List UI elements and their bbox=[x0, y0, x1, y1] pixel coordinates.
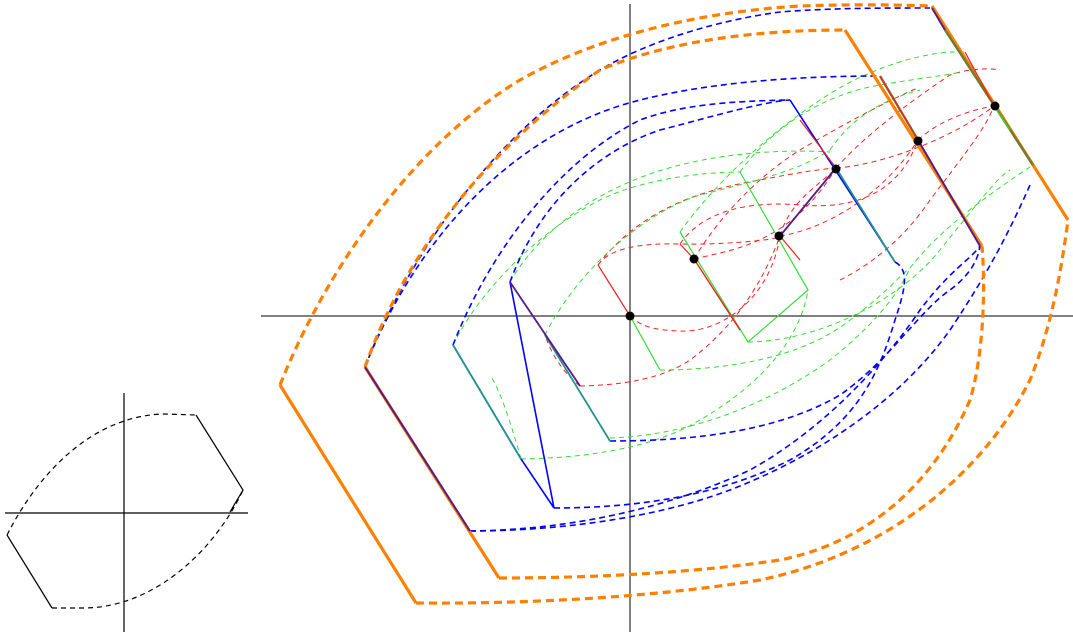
blue-curve-outer-top-2 bbox=[364, 75, 881, 368]
red-curve-4 bbox=[597, 167, 837, 266]
green-right-side bbox=[679, 171, 809, 343]
blue-curve-inner-top-2 bbox=[509, 99, 791, 283]
red-curve-11 bbox=[917, 105, 995, 141]
blue-hexagons bbox=[364, 7, 1031, 532]
teal-left-overlay bbox=[452, 344, 522, 460]
red-curve-1 bbox=[597, 235, 781, 266]
green-curve-8 bbox=[679, 51, 966, 233]
orange-hexagons bbox=[278, 3, 1070, 605]
point-4 bbox=[831, 164, 841, 174]
green-curve-1 bbox=[520, 289, 809, 460]
blue-left-side bbox=[509, 281, 555, 509]
red-mid-side bbox=[779, 235, 801, 261]
inset-hexagon-left-side bbox=[6, 534, 53, 609]
red-curve-8 bbox=[779, 139, 919, 237]
red-diag-3 bbox=[964, 51, 995, 107]
red-curve-7 bbox=[693, 167, 837, 260]
red-curve-6 bbox=[835, 68, 1001, 169]
orange-curve-inner-bottom bbox=[498, 245, 986, 580]
green-curve-11 bbox=[909, 164, 1034, 269]
inset-hexagon-bottom-curve bbox=[52, 489, 244, 609]
blue-curve-outer-top bbox=[364, 7, 931, 368]
point-2 bbox=[689, 254, 699, 264]
green-curve-7 bbox=[747, 169, 1011, 343]
green-left-side bbox=[629, 315, 661, 371]
green-curve-10 bbox=[829, 89, 921, 151]
red-curve-9 bbox=[835, 105, 995, 169]
purple-left-overlay bbox=[364, 366, 471, 532]
green-hexagons bbox=[452, 51, 1034, 460]
green-curve-5 bbox=[659, 267, 911, 371]
green-curve-12 bbox=[489, 374, 522, 460]
inset-hexagon-top-curve bbox=[6, 413, 197, 536]
red-right-side-2 bbox=[799, 119, 837, 169]
main-axes bbox=[261, 4, 1073, 632]
point-3 bbox=[774, 231, 784, 241]
green-curve-6 bbox=[609, 267, 911, 439]
red-curve-2 bbox=[629, 235, 781, 332]
point-origin bbox=[625, 311, 635, 321]
green-curve-4 bbox=[544, 149, 831, 336]
blue-curve-outer-bottom bbox=[469, 184, 1031, 532]
point-5 bbox=[913, 136, 923, 146]
red-diag-1 bbox=[693, 258, 741, 331]
teal-left-overlay-2 bbox=[544, 334, 611, 442]
green-curve-2 bbox=[452, 171, 741, 346]
green-curve-3 bbox=[509, 150, 831, 283]
red-curve-13 bbox=[839, 105, 995, 281]
red-left-side bbox=[597, 264, 631, 317]
teal-right-overlay bbox=[835, 167, 896, 263]
purple-mid-overlay-2 bbox=[779, 167, 837, 237]
hexagon-sides bbox=[278, 5, 1070, 604]
red-curve-3 bbox=[579, 235, 781, 387]
marked-points bbox=[625, 101, 1000, 321]
orange-outer-left-side bbox=[278, 384, 418, 604]
orange-curve-inner-top bbox=[363, 28, 846, 368]
orange-curve-outer-bottom bbox=[415, 219, 1070, 605]
red-curve-5 bbox=[693, 87, 919, 260]
inset-diagram bbox=[5, 393, 248, 632]
orange-curve-outer-top bbox=[278, 3, 933, 386]
green-curve-9 bbox=[739, 71, 961, 173]
purple-right-overlay-2 bbox=[917, 139, 981, 247]
blue-curve-outer-bottom-2 bbox=[469, 245, 981, 532]
purple-mid-overlay bbox=[509, 281, 581, 387]
red-curve-10 bbox=[679, 139, 919, 245]
inset-hexagon-right-side bbox=[195, 414, 244, 513]
point-6 bbox=[990, 101, 1000, 111]
blue-curve-inner-top bbox=[452, 99, 791, 346]
red-diag-2 bbox=[879, 75, 919, 141]
blue-curve-inner-bottom-2 bbox=[609, 245, 981, 442]
purple-right-overlay bbox=[931, 7, 946, 31]
blue-curve-inner-bottom bbox=[553, 261, 906, 509]
